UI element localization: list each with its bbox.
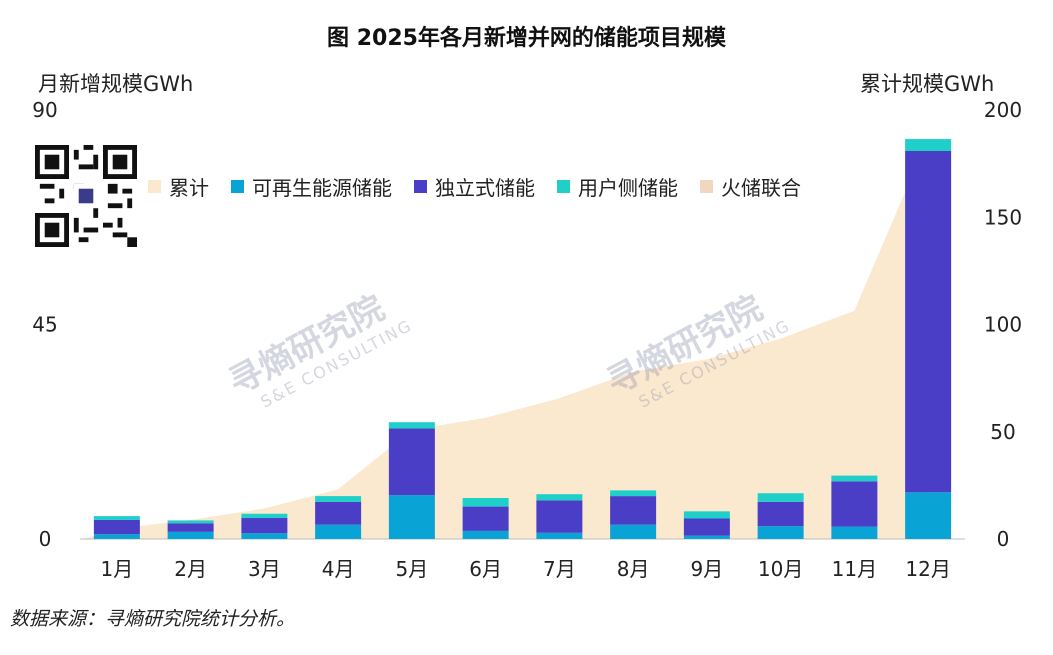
x-tick-label-6: 6月 [469, 557, 502, 581]
data-source-note: 数据来源：寻熵研究院统计分析。 [10, 608, 296, 630]
x-tick-label-9: 9月 [691, 557, 724, 581]
x-tick-label-5: 5月 [396, 557, 429, 581]
legend: 累计 可再生能源储能 独立式储能 用户侧储能 火储联合 [148, 172, 801, 201]
legend-swatch-thermal [700, 180, 713, 193]
legend-item-renewable: 可再生能源储能 [231, 172, 392, 201]
bar-renewable-6 [462, 530, 509, 539]
bar-user-side-2 [167, 520, 214, 524]
bar-renewable-9 [683, 535, 730, 539]
bar-standalone-4 [315, 501, 362, 525]
bar-renewable-2 [167, 531, 214, 539]
bar-standalone-5 [388, 428, 435, 496]
y-left-tick-label-90: 90 [32, 98, 57, 122]
bar-user-side-4 [315, 496, 362, 502]
bar-renewable-11 [831, 526, 878, 539]
bar-standalone-3 [241, 518, 288, 534]
x-tick-label-3: 3月 [248, 557, 281, 581]
legend-item-standalone: 独立式储能 [414, 172, 535, 201]
bar-standalone-1 [93, 519, 140, 535]
legend-swatch-standalone [414, 180, 427, 193]
left-axis-title: 月新增规模GWh [38, 72, 194, 96]
y-right-tick-label-0: 0 [997, 527, 1010, 551]
y-left-tick-label-45: 45 [32, 313, 57, 337]
bar-renewable-3 [241, 533, 288, 539]
bar-standalone-12 [905, 150, 952, 493]
legend-item-thermal: 火储联合 [700, 172, 801, 201]
bar-user-side-9 [683, 511, 730, 519]
bar-user-side-11 [831, 475, 878, 482]
legend-label-renewable: 可再生能源储能 [252, 176, 392, 200]
y-right-tick-label-100: 100 [984, 313, 1022, 337]
qr-code-pattern [35, 145, 137, 247]
bar-user-side-8 [610, 490, 657, 497]
legend-swatch-cumulative [148, 180, 161, 193]
bar-user-side-5 [388, 422, 435, 429]
chart-title: 图 2025年各月新增并网的储能项目规模 [327, 26, 726, 51]
x-tick-label-4: 4月 [322, 557, 355, 581]
qr-code [35, 145, 137, 247]
bar-user-side-7 [536, 494, 583, 501]
y-right-tick-label-150: 150 [984, 205, 1022, 229]
x-tick-label-11: 11月 [832, 557, 877, 581]
bar-user-side-3 [241, 513, 288, 519]
legend-label-thermal: 火储联合 [721, 176, 801, 200]
x-tick-label-2: 2月 [174, 557, 207, 581]
bar-renewable-1 [93, 534, 140, 539]
legend-item-user-side: 用户侧储能 [557, 172, 678, 201]
legend-swatch-renewable [231, 180, 244, 193]
bar-renewable-7 [536, 532, 583, 539]
bar-standalone-8 [610, 496, 657, 525]
right-axis-title: 累计规模GWh [860, 72, 995, 96]
x-tick-label-8: 8月 [617, 557, 650, 581]
bar-renewable-10 [757, 526, 804, 539]
bar-renewable-4 [315, 524, 362, 539]
x-tick-label-7: 7月 [543, 557, 576, 581]
bar-user-side-12 [905, 139, 952, 151]
bar-standalone-10 [757, 501, 804, 527]
bar-standalone-7 [536, 500, 583, 533]
bar-standalone-11 [831, 481, 878, 527]
bar-renewable-12 [905, 492, 952, 539]
cumulative-area [83, 137, 929, 539]
bar-renewable-8 [610, 524, 657, 539]
legend-item-cumulative: 累计 [148, 172, 209, 201]
y-right-tick-label-50: 50 [990, 420, 1015, 444]
legend-label-user-side: 用户侧储能 [578, 176, 678, 200]
bar-standalone-9 [683, 518, 730, 536]
y-left-tick-label-0: 0 [39, 527, 52, 551]
legend-swatch-user-side [557, 180, 570, 193]
bar-user-side-10 [757, 493, 804, 502]
legend-label-standalone: 独立式储能 [435, 176, 535, 200]
x-tick-label-1: 1月 [101, 557, 134, 581]
bar-user-side-6 [462, 498, 509, 507]
bar-standalone-2 [167, 523, 214, 532]
legend-label-cumulative: 累计 [169, 176, 209, 200]
x-tick-label-12: 12月 [905, 557, 950, 581]
bar-user-side-1 [93, 516, 140, 520]
x-tick-label-10: 10月 [758, 557, 803, 581]
bar-renewable-5 [388, 495, 435, 539]
y-right-tick-label-200: 200 [984, 98, 1022, 122]
bar-standalone-6 [462, 506, 509, 531]
